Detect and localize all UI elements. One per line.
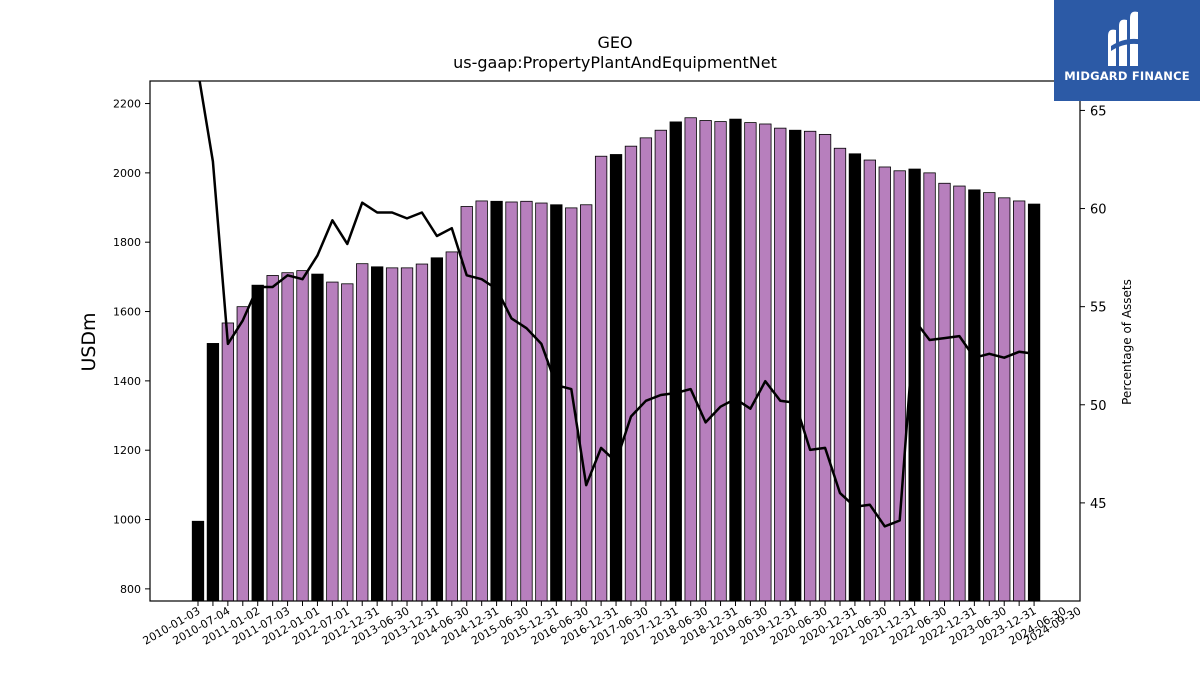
bar [684,117,697,602]
bar [1027,203,1041,602]
bar [848,153,862,602]
brand-logo: MIDGARD FINANCE [1054,0,1200,101]
bar [789,129,802,602]
bar [774,127,787,602]
bar [669,121,682,602]
bar [759,123,772,602]
bar [818,133,832,602]
bar [221,322,235,602]
bar [356,263,369,602]
bar [609,154,623,602]
bar [654,129,667,602]
line-series [198,81,1035,528]
bar [251,284,264,602]
bar [878,166,891,602]
bar [938,182,951,602]
bar [206,343,220,602]
bar [729,118,742,602]
bar [565,207,578,602]
bar [520,200,533,602]
y-tick-label: 2000 [113,167,141,180]
bar [430,257,444,602]
y-tick-label: 1800 [113,236,141,249]
bar [968,189,981,602]
bar [744,122,757,602]
y2-tick-label: 50 [1090,399,1107,414]
bar [341,283,354,602]
bar [699,120,712,602]
percentage-line [198,81,1035,528]
bar-series [191,117,1041,602]
bar [863,159,876,602]
bar [624,145,638,602]
bar [803,130,817,602]
bar [833,147,847,602]
bar [385,267,399,602]
bar [281,272,294,602]
bar [475,200,488,602]
bar [415,263,429,602]
bar [326,281,339,602]
bar [983,192,996,602]
y2-tick-label: 45 [1090,497,1107,512]
y2-axis-label: Percentage of Assets [1120,279,1134,405]
bar [191,520,205,602]
bar [535,202,548,602]
bar [923,172,936,602]
bar [893,170,906,602]
chart-subtitle: us-gaap:PropertyPlantAndEquipmentNet [453,53,777,72]
y-tick-label: 800 [120,583,141,596]
bar [594,155,608,602]
bar [371,266,384,602]
bar [490,200,503,602]
bar [580,204,593,602]
bar [445,251,458,602]
bar [400,267,414,602]
bar [266,275,279,602]
y-axis-label: USDm [78,312,100,371]
bar [505,201,518,602]
bar [296,270,309,602]
bar [639,137,653,602]
y-tick-label: 1200 [113,444,141,457]
bar [998,197,1011,602]
y2-tick-label: 55 [1090,301,1107,316]
bar [311,273,324,602]
y-tick-label: 1400 [113,375,141,388]
y2-tick-label: 65 [1090,104,1107,119]
bar [714,121,727,602]
y2-tick-label: 60 [1090,203,1107,218]
y-tick-label: 1600 [113,306,141,319]
midgard-logo-icon [1108,11,1144,67]
bar [550,204,563,602]
chart-title: GEO [597,33,632,52]
plot-frame [149,80,1081,602]
y-tick-label: 1000 [113,514,141,527]
bar [953,185,966,602]
bar [236,306,249,602]
logo-text: MIDGARD FINANCE [1064,69,1190,83]
bar [1013,200,1026,602]
y-tick-label: 2200 [113,98,141,111]
